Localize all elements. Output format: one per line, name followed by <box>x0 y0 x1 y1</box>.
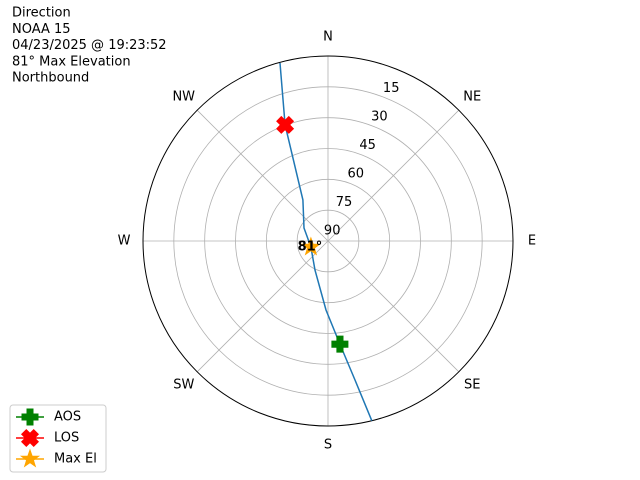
theta-tick-label: S <box>324 438 332 453</box>
r-tick-label: 45 <box>359 138 376 153</box>
marker-plus <box>331 335 349 353</box>
theta-tick-label: SW <box>173 378 194 393</box>
r-tick-label: 75 <box>336 195 353 210</box>
theta-tick-label: E <box>528 234 536 249</box>
legend-label: AOS <box>54 410 81 425</box>
theta-tick-label: W <box>118 234 131 249</box>
r-tick-label: 90 <box>324 223 341 238</box>
title-line: Northbound <box>12 71 89 86</box>
annotation: 81° <box>298 240 323 255</box>
theta-tick-label: NE <box>463 89 481 104</box>
track-line <box>279 62 373 421</box>
r-tick-label: 30 <box>371 109 388 124</box>
r-tick-label: 15 <box>383 81 400 96</box>
title-line: 81° Max Elevation <box>12 54 131 69</box>
marker-star <box>300 236 321 256</box>
theta-tick-label: N <box>323 30 333 45</box>
title-line: 04/23/2025 @ 19:23:52 <box>12 38 167 53</box>
legend-marker <box>21 408 39 426</box>
r-tick-label: 60 <box>348 166 365 181</box>
legend-marker <box>19 448 41 468</box>
marker-cross <box>276 115 295 134</box>
legend-label: LOS <box>54 431 79 446</box>
theta-tick-label: SE <box>464 378 480 393</box>
polar-frame <box>142 55 514 427</box>
legend-label: Max El <box>54 452 97 467</box>
theta-tick-label: NW <box>172 89 195 104</box>
legend-marker <box>20 428 40 448</box>
grid-spoke <box>327 109 460 242</box>
title-line: Direction <box>12 6 71 21</box>
grid-spoke <box>196 240 329 373</box>
grid-spoke <box>327 240 460 373</box>
legend: AOS LOS Max El <box>9 404 107 473</box>
legend-box <box>9 404 107 473</box>
title-line: NOAA 15 <box>12 22 71 37</box>
grid-spoke <box>196 109 329 242</box>
